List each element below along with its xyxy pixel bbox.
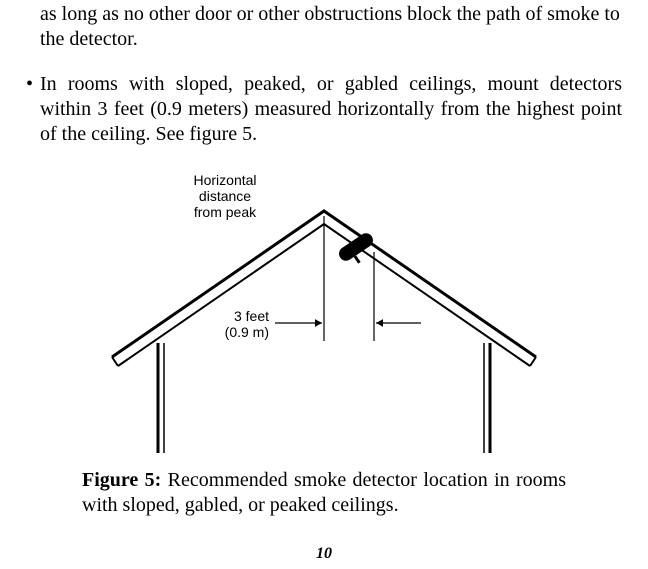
svg-text:(0.9 m): (0.9 m) xyxy=(225,324,269,340)
page: as long as no other door or other obstru… xyxy=(0,0,648,569)
figure-5: Horizontaldistancefrom peak 3 feet(0.9 m) xyxy=(26,167,622,462)
page-number: 10 xyxy=(0,545,648,563)
svg-text:distance: distance xyxy=(199,188,251,204)
svg-text:from peak: from peak xyxy=(194,204,257,220)
bullet-marker: • xyxy=(26,72,40,97)
svg-text:3 feet: 3 feet xyxy=(234,308,269,324)
paragraph-bullet: •In rooms with sloped, peaked, or gabled… xyxy=(26,72,622,147)
figure-5-svg: Horizontaldistancefrom peak 3 feet(0.9 m) xyxy=(94,167,554,457)
paragraph-bullet-text: In rooms with sloped, peaked, or gabled … xyxy=(40,73,622,145)
paragraph-continuation: as long as no other door or other obstru… xyxy=(26,0,622,52)
figure-5-caption-label: Figure 5: xyxy=(82,469,161,491)
figure-5-caption: Figure 5: Recommended smoke detector loc… xyxy=(82,468,566,518)
svg-text:Horizontal: Horizontal xyxy=(193,172,256,188)
